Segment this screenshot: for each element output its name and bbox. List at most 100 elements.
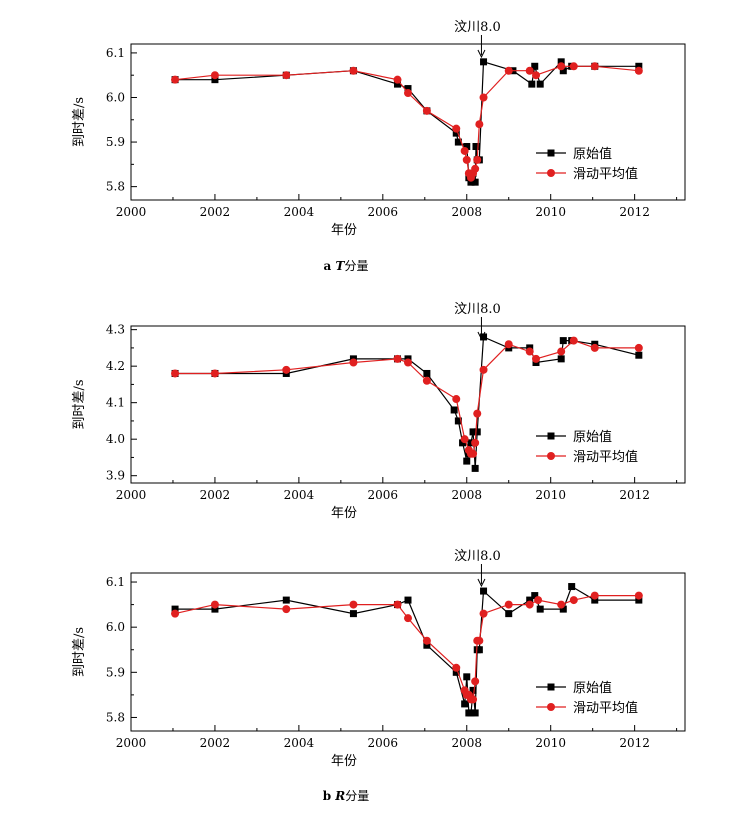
- y-tick-label: 5.9: [106, 135, 125, 149]
- x-tick-label: 2008: [451, 488, 482, 502]
- data-point-square: [635, 351, 643, 359]
- series-line: [175, 585, 639, 714]
- data-point-circle: [590, 343, 599, 352]
- earthquake-annotation: 汶川8.0: [454, 548, 501, 564]
- data-point-square: [591, 596, 599, 604]
- data-point-circle: [475, 120, 484, 129]
- series-moving-average: [171, 336, 643, 458]
- data-point-square: [536, 80, 544, 88]
- data-point-square: [473, 428, 481, 436]
- data-point-circle: [393, 600, 402, 609]
- plot-frame: [130, 572, 686, 732]
- data-point-circle: [171, 75, 180, 84]
- data-point-circle: [404, 358, 412, 367]
- data-point-circle: [404, 89, 412, 98]
- x-tick-label: 2010: [535, 736, 566, 750]
- data-point-square: [635, 596, 643, 604]
- data-point-square: [526, 596, 534, 604]
- data-point-square: [559, 67, 567, 75]
- data-point-circle: [557, 347, 566, 356]
- earthquake-annotation: 汶川8.0: [454, 19, 501, 35]
- data-point-circle: [569, 336, 578, 345]
- legend-marker-square: [547, 683, 555, 691]
- data-point-circle: [452, 663, 461, 672]
- data-point-square: [467, 709, 475, 717]
- data-point-circle: [590, 591, 599, 600]
- data-point-circle: [404, 614, 412, 623]
- y-axis-label: 到时差/s: [72, 627, 87, 677]
- data-point-square: [349, 610, 357, 618]
- x-tick-label: 2000: [116, 205, 147, 219]
- data-point-square: [404, 85, 412, 93]
- legend-marker-circle: [547, 452, 555, 460]
- x-tick-label: 2006: [368, 736, 399, 750]
- x-tick-label: 2012: [619, 488, 650, 502]
- annotation-arrow-head: [477, 49, 486, 59]
- chart-panel-1: 2000 2002 2004 2006 2008 2010 2012 5.8 5.9 6.0 6.1…: [72, 19, 686, 273]
- y-tick-label: 5.8: [106, 180, 125, 194]
- data-point-square: [528, 80, 536, 88]
- data-point-circle: [469, 449, 478, 458]
- data-point-circle: [532, 71, 541, 80]
- data-point-square: [452, 668, 460, 676]
- data-point-circle: [471, 438, 480, 447]
- y-tick-label: 6.1: [106, 46, 125, 60]
- x-tick-label: 2006: [368, 488, 399, 502]
- legend-marker-square: [547, 149, 555, 157]
- caption-letter: a: [324, 259, 336, 273]
- legend-entry-label: 原始值: [573, 429, 612, 445]
- data-point-circle: [171, 609, 180, 618]
- plot-frame: [130, 325, 686, 484]
- data-point-circle: [452, 395, 461, 404]
- y-tick-label: 3.9: [106, 469, 125, 483]
- plot-frame: [130, 43, 686, 201]
- data-point-circle: [282, 71, 291, 80]
- data-point-square: [472, 143, 480, 151]
- x-axis-label: 年份: [331, 754, 357, 769]
- x-tick-label: 2012: [619, 736, 650, 750]
- x-tick-label: 2004: [284, 488, 315, 502]
- series-raw: [171, 58, 643, 186]
- data-point-circle: [210, 600, 219, 609]
- data-point-circle: [532, 354, 541, 363]
- panel-caption: a T分量: [324, 259, 369, 273]
- legend-marker-square: [547, 432, 555, 440]
- data-point-square: [471, 464, 479, 472]
- data-point-circle: [473, 409, 482, 418]
- data-point-circle: [634, 591, 643, 600]
- data-point-square: [635, 62, 643, 70]
- caption-variable: T: [336, 259, 346, 273]
- data-point-circle: [210, 369, 219, 378]
- y-axis-label: 到时差/s: [72, 97, 87, 147]
- data-point-square: [463, 673, 471, 681]
- x-tick-label: 2002: [200, 488, 231, 502]
- data-point-square: [211, 76, 219, 84]
- chart-panel-2: 2000 2002 2004 2006 2008 2010 2012 3.9 4.0 4.1 4.2…: [72, 301, 686, 521]
- x-tick-label: 2008: [451, 736, 482, 750]
- data-point-square: [480, 333, 488, 341]
- data-point-square: [423, 641, 431, 649]
- caption-suffix: 分量: [345, 789, 369, 803]
- x-tick-label: 2002: [200, 205, 231, 219]
- legend-entry-label: 原始值: [573, 680, 612, 696]
- series-moving-average: [171, 591, 643, 704]
- data-point-square: [459, 439, 467, 447]
- data-point-square: [531, 592, 539, 600]
- data-point-circle: [479, 609, 488, 618]
- x-tick-label: 2008: [451, 205, 482, 219]
- series-raw: [171, 333, 643, 472]
- data-point-square: [505, 610, 513, 618]
- data-point-square: [480, 587, 488, 595]
- data-point-circle: [473, 155, 482, 164]
- x-axis-label: 年份: [331, 223, 357, 238]
- annotation-arrow-head: [477, 331, 486, 341]
- data-point-circle: [557, 600, 566, 609]
- data-point-square: [450, 406, 458, 414]
- data-point-square: [394, 80, 402, 88]
- data-point-circle: [349, 358, 358, 367]
- data-point-square: [469, 686, 477, 694]
- data-point-circle: [590, 62, 599, 71]
- data-point-circle: [479, 365, 488, 374]
- data-point-circle: [460, 146, 469, 155]
